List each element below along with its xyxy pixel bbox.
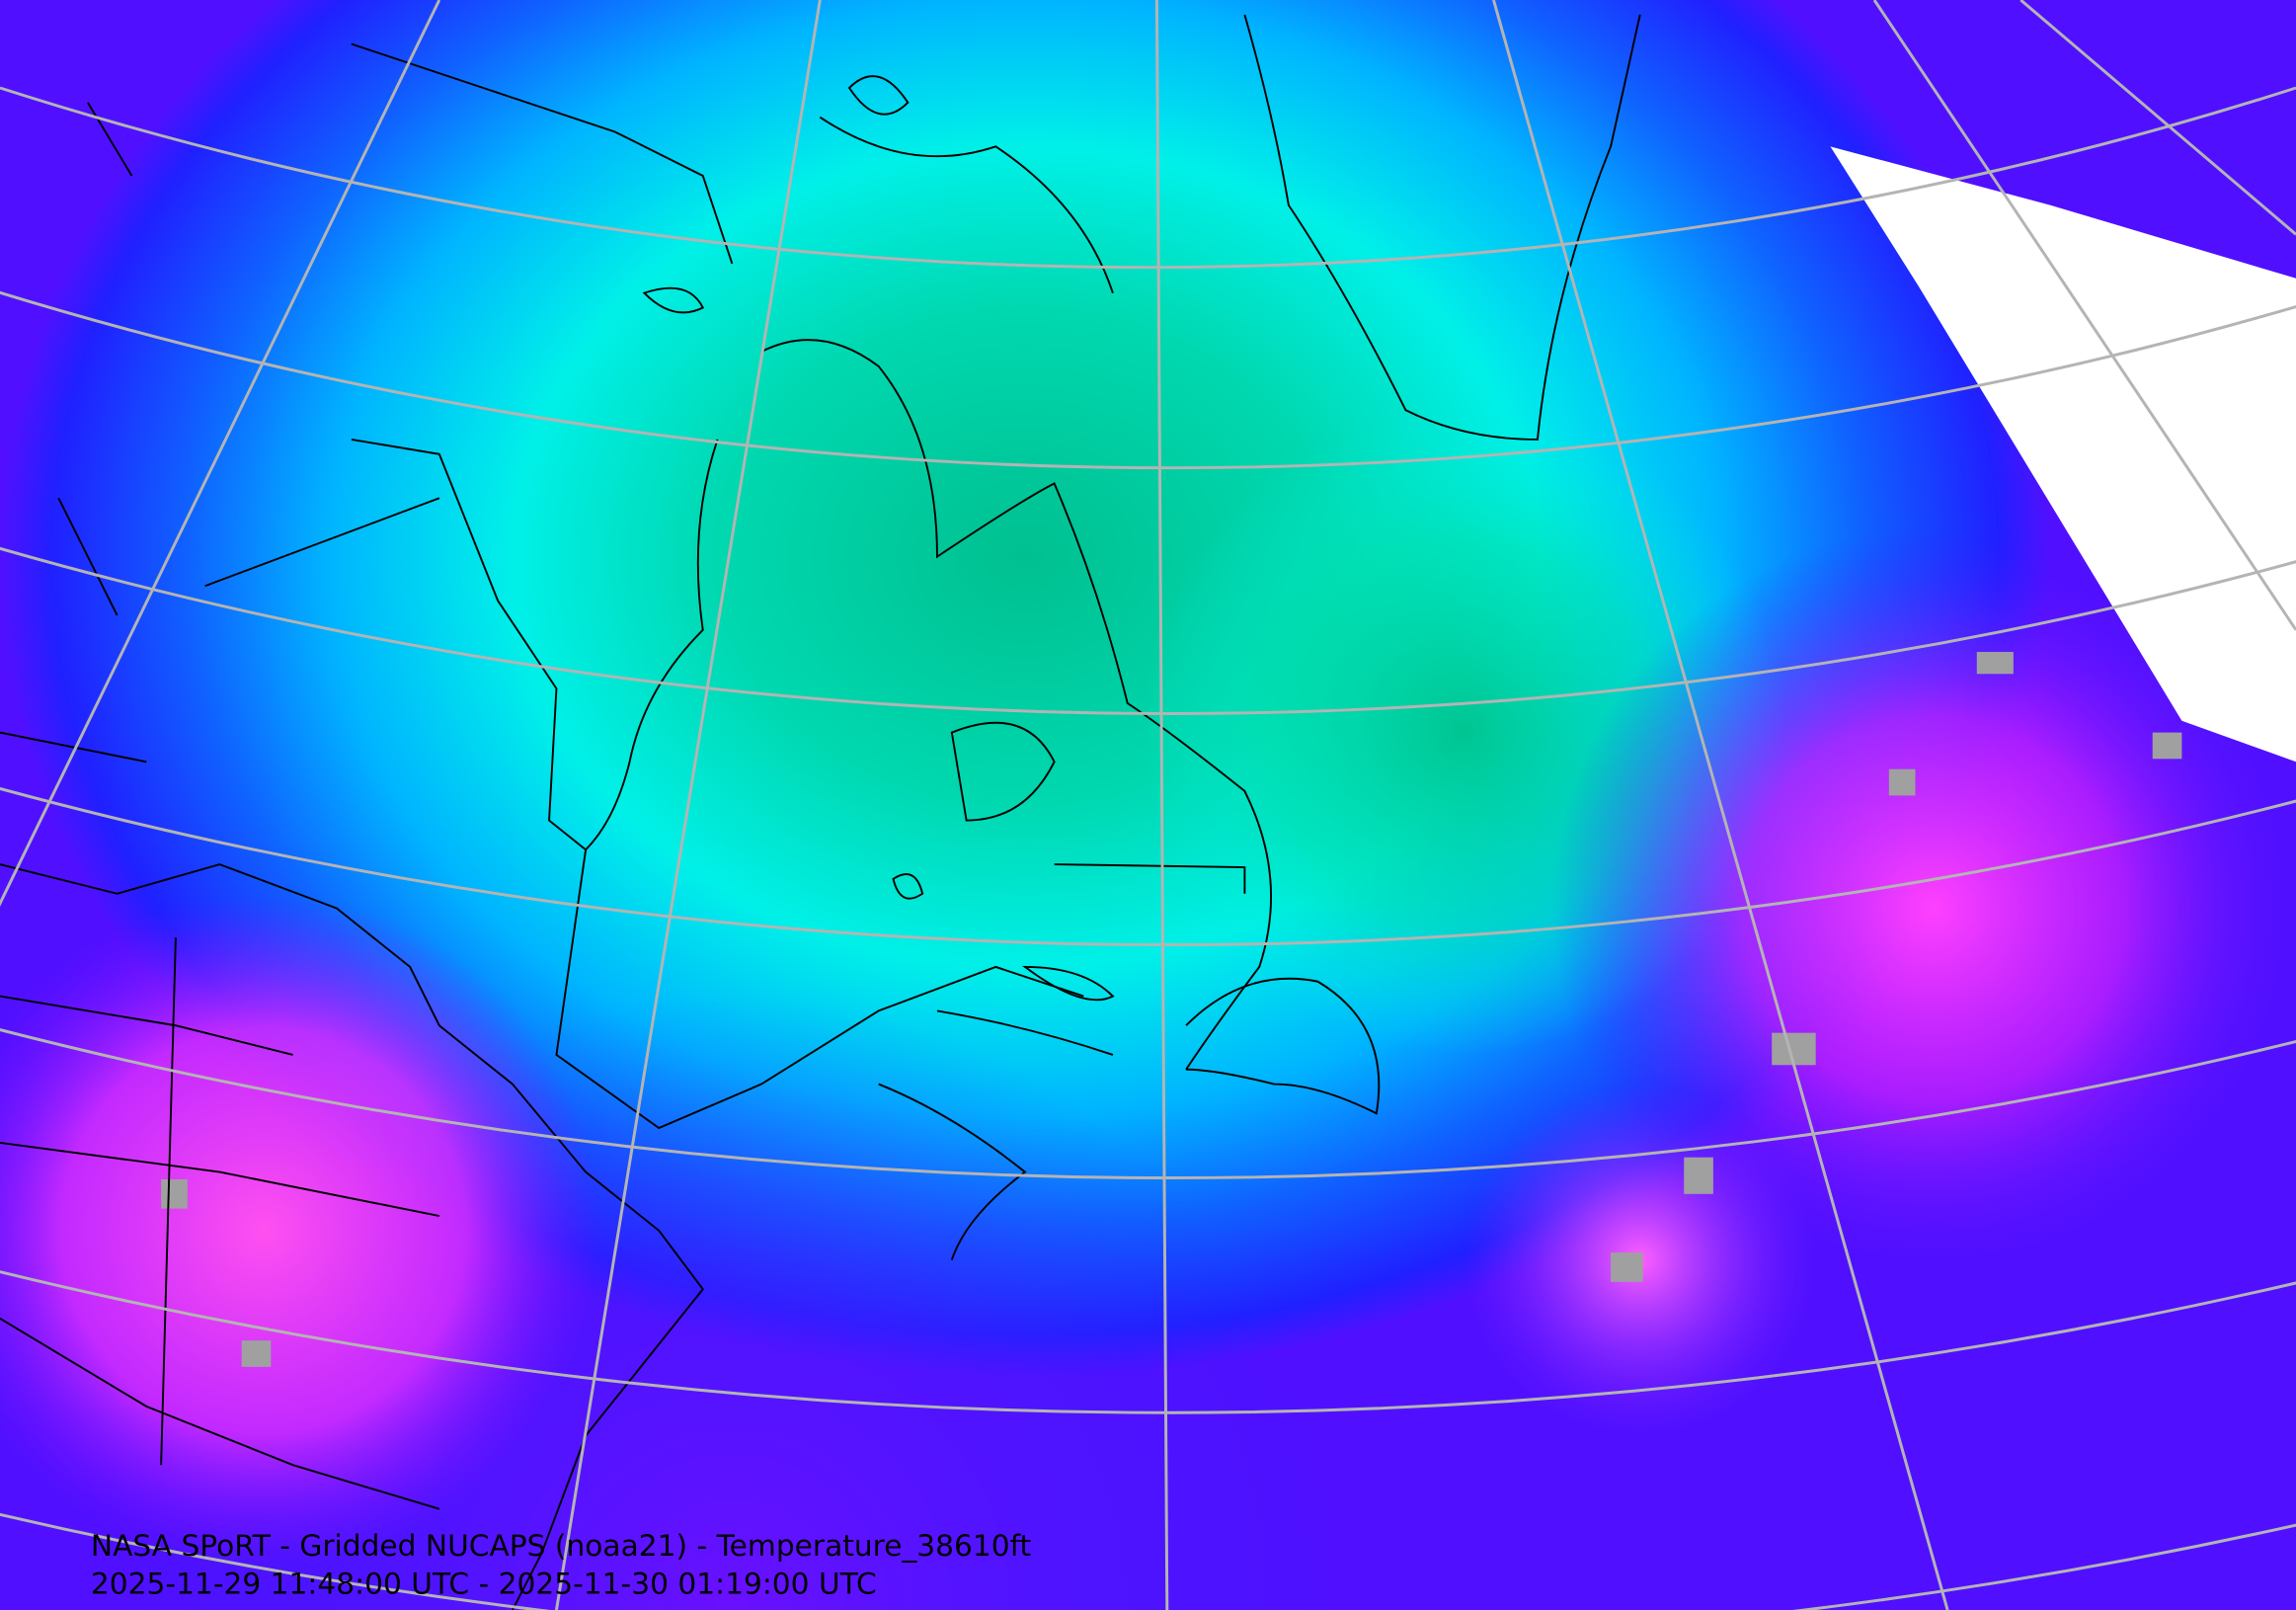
- coastlines: [0, 14, 1641, 1610]
- no-data-area: [1830, 146, 2296, 763]
- gray-cells: [161, 652, 2182, 1367]
- caption-time: 2025-11-29 11:48:00 UTC - 2025-11-30 01:…: [91, 1567, 877, 1601]
- caption-title: NASA SPoRT - Gridded NUCAPS (noaa21) - T…: [91, 1528, 1031, 1563]
